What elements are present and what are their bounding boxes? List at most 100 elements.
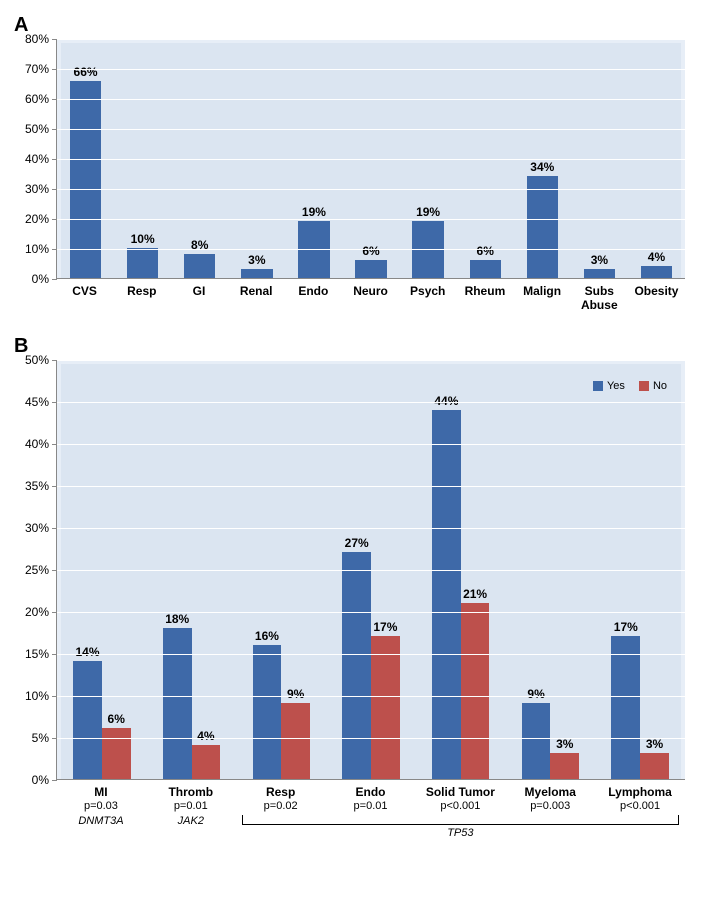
gridline	[57, 129, 685, 130]
x-label: Psych	[399, 285, 456, 313]
x-label: CVS	[56, 285, 113, 313]
y-tick-mark	[52, 99, 57, 100]
bar-no: 3%	[640, 753, 669, 778]
bar: 6%	[355, 260, 386, 278]
x-label: Rheum	[456, 285, 513, 313]
bar-value-label: 3%	[646, 737, 663, 753]
y-tick-mark	[52, 444, 57, 445]
bar-no: 6%	[102, 728, 131, 778]
x-labels-b: MIp=0.03Thrombp=0.01Respp=0.02Endop=0.01…	[56, 786, 685, 814]
bar-value-label: 17%	[373, 620, 397, 636]
bar-value-label: 6%	[362, 244, 379, 260]
bar-value-label: 34%	[530, 160, 554, 176]
gridline	[57, 654, 685, 655]
x-label: Respp=0.02	[236, 786, 326, 814]
y-tick-mark	[52, 528, 57, 529]
bar-value-label: 3%	[556, 737, 573, 753]
gridline	[57, 738, 685, 739]
bar-no: 3%	[550, 753, 579, 778]
y-tick-mark	[52, 219, 57, 220]
gridline	[57, 696, 685, 697]
x-label: Solid Tumorp<0.001	[415, 786, 505, 814]
x-label: Endo	[285, 285, 342, 313]
bar-yes: 44%	[432, 410, 461, 779]
y-tick-mark	[52, 570, 57, 571]
x-label: SubsAbuse	[571, 285, 628, 313]
gene-cell: DNMT3A	[56, 815, 146, 845]
bar-yes: 17%	[611, 636, 640, 778]
bar-value-label: 6%	[108, 712, 125, 728]
x-label: GI	[170, 285, 227, 313]
gridline	[57, 69, 685, 70]
chart-b: YesNo 14%6%18%4%16%9%27%17%44%21%9%3%17%…	[56, 360, 685, 846]
x-label: Obesity	[628, 285, 685, 313]
gridline	[57, 570, 685, 571]
y-tick-mark	[52, 612, 57, 613]
bar-value-label: 16%	[255, 629, 279, 645]
bar-yes: 18%	[163, 628, 192, 779]
gridline	[57, 612, 685, 613]
x-label: Renal	[228, 285, 285, 313]
gridline	[57, 219, 685, 220]
bar: 10%	[127, 248, 158, 278]
bracket	[242, 815, 679, 825]
bar-value-label: 17%	[614, 620, 638, 636]
x-label: Resp	[113, 285, 170, 313]
x-label: Myelomap=0.003	[505, 786, 595, 814]
y-tick-mark	[52, 129, 57, 130]
bar: 8%	[184, 254, 215, 278]
x-label: Endop=0.01	[326, 786, 416, 814]
bar-yes: 16%	[253, 645, 282, 779]
gridline	[57, 39, 685, 40]
bar-value-label: 4%	[648, 250, 665, 266]
bar-no: 4%	[192, 745, 221, 779]
bar-no: 17%	[371, 636, 400, 778]
y-tick-mark	[52, 360, 57, 361]
bar-no: 9%	[281, 703, 310, 778]
bar-value-label: 3%	[591, 253, 608, 269]
x-label: Lymphomap<0.001	[595, 786, 685, 814]
panel-b-label: B	[14, 335, 695, 358]
y-tick-mark	[52, 249, 57, 250]
x-label: Malign	[514, 285, 571, 313]
bar: 6%	[470, 260, 501, 278]
gene-cell: JAK2	[146, 815, 236, 845]
chart-a: 66%10%8%3%19%6%19%6%34%3%4% 0%10%20%30%4…	[56, 39, 685, 313]
bar-value-label: 21%	[463, 587, 487, 603]
bar-value-label: 10%	[131, 232, 155, 248]
bar-value-label: 66%	[74, 65, 98, 81]
y-tick-mark	[52, 69, 57, 70]
x-labels-a: CVSRespGIRenalEndoNeuroPsychRheumMalignS…	[56, 285, 685, 313]
gridline	[57, 528, 685, 529]
bar-yes: 27%	[342, 552, 371, 778]
gridline	[57, 159, 685, 160]
gridline	[57, 360, 685, 361]
bar: 34%	[527, 176, 558, 278]
y-tick-mark	[52, 279, 57, 280]
gridline	[57, 249, 685, 250]
y-tick-mark	[52, 738, 57, 739]
y-tick-mark	[52, 39, 57, 40]
x-label: MIp=0.03	[56, 786, 146, 814]
gridline	[57, 444, 685, 445]
y-tick-mark	[52, 696, 57, 697]
bar-yes: 9%	[522, 703, 551, 778]
bar-value-label: 6%	[477, 244, 494, 260]
bar: 4%	[641, 266, 672, 278]
bar: 3%	[584, 269, 615, 278]
y-tick-mark	[52, 159, 57, 160]
gridline	[57, 402, 685, 403]
gene-row: DNMT3AJAK2TP53	[56, 815, 685, 845]
plot-area-b: YesNo 14%6%18%4%16%9%27%17%44%21%9%3%17%…	[56, 360, 685, 780]
x-label: Neuro	[342, 285, 399, 313]
y-tick-mark	[52, 189, 57, 190]
bar-yes: 14%	[73, 661, 102, 778]
y-tick-mark	[52, 780, 57, 781]
x-label: Thrombp=0.01	[146, 786, 236, 814]
bar-value-label: 3%	[248, 253, 265, 269]
gridline	[57, 99, 685, 100]
bar-value-label: 27%	[345, 536, 369, 552]
bar: 3%	[241, 269, 272, 278]
gridline	[57, 486, 685, 487]
bar-value-label: 8%	[191, 238, 208, 254]
